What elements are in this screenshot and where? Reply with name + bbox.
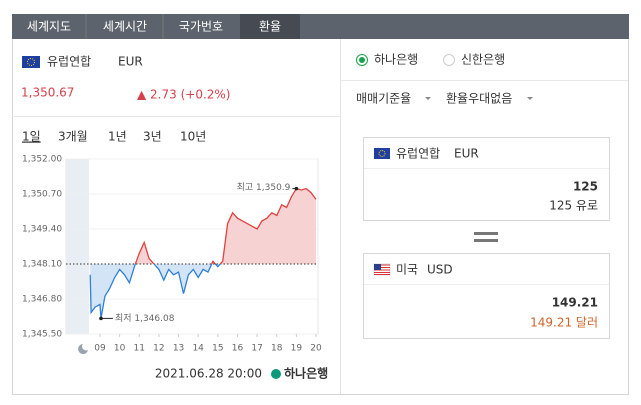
eu-stars — [378, 150, 386, 157]
to-name: 미국 — [396, 263, 418, 277]
eu-flag — [22, 56, 40, 68]
timestamp: 2021.06.28 20:00 — [155, 367, 262, 381]
us-canton — [374, 264, 381, 270]
annotation-dot — [294, 186, 299, 191]
period-tab[interactable]: 3년 — [143, 130, 162, 144]
equals-icon — [474, 232, 498, 235]
y-tick-label: 1,350.70 — [22, 190, 62, 200]
to-code: USD — [427, 263, 453, 277]
x-tick-label: 13 — [173, 344, 184, 354]
radio[interactable] — [443, 54, 455, 66]
annotation: 최저 1,346.08 — [115, 313, 175, 324]
currency-code: EUR — [118, 55, 143, 69]
tab-bar — [12, 14, 629, 39]
x-tick-label: 18 — [271, 344, 283, 354]
dropdown[interactable]: 매매기준율 — [356, 92, 411, 106]
us-stripes — [374, 264, 390, 275]
x-tick-label: 17 — [251, 344, 262, 354]
converter-box[interactable] — [363, 137, 610, 221]
dropdown[interactable]: 환율우대없음 — [446, 92, 512, 106]
bank-logo — [271, 369, 281, 379]
moon-icon — [78, 344, 88, 354]
x-tick-label: 11 — [134, 344, 145, 354]
tab[interactable]: 국가번호 — [179, 20, 223, 34]
x-tick-label: 20 — [310, 344, 322, 354]
eu-flag — [374, 148, 390, 159]
equals-icon — [474, 239, 498, 242]
dropdown-arrow — [425, 97, 431, 100]
x-tick-label: 09 — [94, 344, 106, 354]
area — [90, 188, 316, 319]
rate-change: ▲ 2.73 (+0.2%) — [137, 88, 230, 102]
y-tick-label: 1,348.10 — [22, 260, 62, 270]
y-tick-label: 1,349.40 — [22, 225, 62, 235]
to-amount-text: 149.21 달러 — [530, 316, 598, 330]
period-tab[interactable]: 10년 — [180, 130, 206, 144]
plot: 1,345.50 1,346.80 1,348.10 1,349.40 1,350.70… — [22, 155, 322, 354]
radio-dot — [359, 57, 365, 63]
period-tab[interactable]: 1년 — [108, 130, 127, 144]
tab[interactable]: 세계지도 — [27, 20, 71, 34]
x-tick-label: 14 — [192, 344, 204, 354]
converter-box[interactable] — [363, 253, 610, 339]
tab[interactable]: 세계시간 — [103, 20, 147, 34]
x-tick-label: 10 — [114, 344, 126, 354]
period-tab[interactable]: 3개월 — [58, 130, 88, 144]
from-amount: 125 — [573, 180, 598, 194]
rate: 1,350.67 — [21, 86, 74, 100]
x-tick-label: 12 — [153, 344, 164, 354]
eu-stars — [27, 58, 35, 66]
x-tick-label: 19 — [291, 344, 303, 354]
x-tick-label: 16 — [232, 344, 244, 354]
tab[interactable]: 환율 — [259, 20, 281, 34]
night-zone — [66, 159, 89, 334]
bank-option[interactable]: 신한은행 — [461, 52, 505, 67]
currency-name: 유럽연합 — [47, 55, 91, 69]
active-tab — [240, 14, 300, 39]
y-tick-label: 1,345.50 — [22, 330, 62, 340]
period-tab[interactable]: 1일 — [22, 130, 41, 144]
y-tick-label: 1,346.80 — [22, 295, 62, 305]
to-amount: 149.21 — [552, 296, 598, 310]
x-tick-label: 15 — [212, 344, 223, 354]
bank-option[interactable]: 하나은행 — [374, 52, 418, 67]
dropdown-arrow — [527, 97, 533, 100]
price-line — [89, 187, 317, 319]
y-tick-label: 1,352.00 — [22, 155, 62, 165]
bank-name: 하나은행 — [284, 366, 328, 381]
from-amount-text: 125 유로 — [549, 199, 598, 213]
from-name: 유럽연합 — [396, 147, 440, 161]
from-code: EUR — [454, 147, 479, 161]
annotation: 최고 1,350.9 — [237, 182, 291, 193]
